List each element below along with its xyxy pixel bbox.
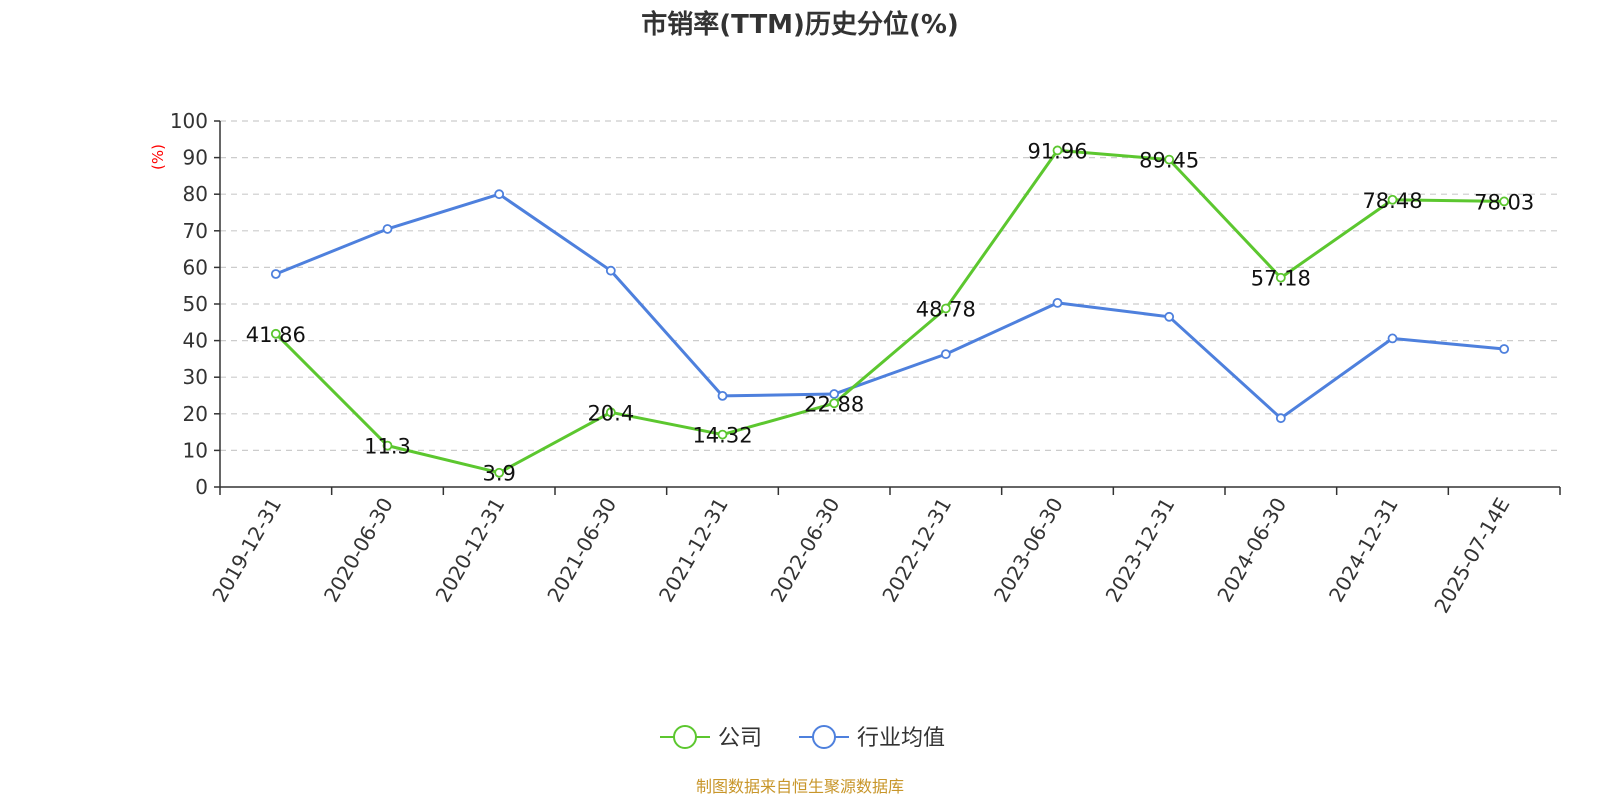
x-tick-label: 2024-06-30: [1212, 494, 1291, 607]
legend: 公司 行业均值: [660, 725, 945, 751]
data-point: [1499, 196, 1510, 207]
y-tick-label: 20: [183, 402, 208, 426]
y-tick-label: 50: [183, 292, 208, 316]
x-tick-label: 2023-12-31: [1101, 494, 1180, 607]
data-label: 20.4: [587, 401, 634, 425]
data-point: [940, 303, 951, 314]
series-line-1: [275, 192, 1505, 420]
data-labels: 41.86 11.3 3.9 20.4 14.32 22.88 48.78 91.96 89.4…: [246, 139, 1534, 485]
data-point: [270, 269, 281, 279]
x-tick-label: 2020-12-31: [431, 493, 510, 606]
data-label: 3.9: [482, 462, 515, 486]
data-point: [717, 390, 728, 401]
data-point: [270, 328, 281, 339]
data-label: 48.78: [916, 297, 976, 321]
data-point: [494, 467, 505, 478]
y-tick-label: 0: [195, 475, 208, 499]
data-point: [717, 429, 728, 440]
x-tick-label: 2023-06-30: [989, 494, 1068, 607]
x-tick-label: 2019-12-31: [207, 494, 286, 607]
data-label: 78.48: [1362, 189, 1422, 213]
y-tick-label: 60: [183, 255, 208, 279]
data-label: 78.03: [1474, 190, 1534, 214]
legend-label: 行业均值: [857, 726, 945, 751]
data-point: [1275, 272, 1286, 283]
y-tick-label: 70: [183, 219, 208, 243]
x-tick-label: 2025-07-14E: [1429, 494, 1514, 618]
data-point: [829, 398, 840, 409]
y-tick-label: 80: [183, 182, 208, 206]
data-label: 57.18: [1251, 267, 1311, 291]
legend-item-1: 行业均值: [799, 725, 945, 751]
data-label: 11.3: [364, 435, 411, 459]
data-point: [829, 389, 840, 399]
y-tick-label: 100: [170, 109, 208, 133]
data-point: [1387, 194, 1398, 205]
data-point: [1052, 298, 1063, 308]
grid-lines: [220, 120, 1560, 451]
data-point: [1275, 413, 1286, 424]
y-tick-label: 40: [183, 329, 208, 353]
data-point: [1499, 344, 1510, 354]
data-label: 91.96: [1027, 139, 1087, 163]
y-tick-label: 10: [183, 438, 208, 462]
x-tick-label: 2022-06-30: [766, 494, 845, 607]
data-label: 22.88: [804, 392, 864, 416]
legend-item-0: 公司: [660, 725, 762, 751]
data-point: [1387, 333, 1398, 344]
x-tick-label: 2022-12-31: [877, 493, 956, 606]
y-tick-label: 30: [183, 365, 208, 389]
data-point: [1052, 145, 1063, 156]
data-point: [494, 189, 505, 200]
x-tick-label: 2021-06-30: [542, 494, 621, 607]
data-label: 41.86: [246, 323, 306, 347]
legend-label: 公司: [718, 726, 762, 751]
chart-title: 市销率(TTM)历史分位(%): [641, 9, 959, 40]
data-point: [605, 265, 616, 276]
axes: 0 10 20 30 40 50 60 70 80 90 100 2019-12-31 2020-06-…: [170, 109, 1561, 618]
y-axis-unit: (%): [149, 144, 167, 170]
data-point: [1164, 154, 1175, 165]
data-point: [382, 440, 393, 451]
legend-marker-icon: [673, 725, 697, 749]
source-note: 制图数据来自恒生聚源数据库: [696, 777, 904, 796]
data-point: [605, 407, 616, 418]
x-tick-label: 2024-12-31: [1324, 494, 1403, 607]
data-point: [940, 349, 951, 360]
y-tick-label: 90: [183, 146, 208, 170]
series-lines: [270, 145, 1510, 478]
x-tick-label: 2020-06-30: [319, 494, 398, 607]
data-label: 89.45: [1139, 149, 1199, 173]
data-label: 14.32: [692, 424, 752, 448]
data-point: [1164, 311, 1175, 322]
data-point: [382, 224, 393, 234]
series-line-0: [274, 148, 1505, 475]
x-tick-label: 2021-12-31: [654, 494, 733, 607]
legend-marker-icon: [812, 725, 836, 749]
